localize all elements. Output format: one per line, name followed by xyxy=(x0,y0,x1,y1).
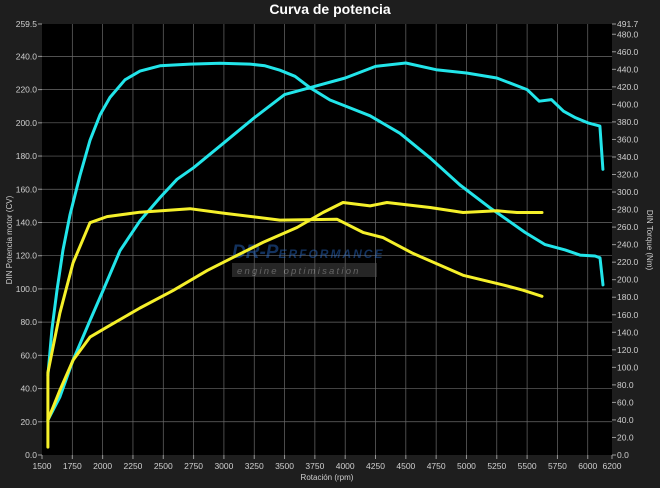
y-tick-label: 180.0 xyxy=(16,151,38,161)
y-tick-label: 100.0 xyxy=(16,284,38,294)
y-tick-label: 60.0 xyxy=(20,350,37,360)
y2-tick-label: 100.0 xyxy=(617,362,639,372)
y2-tick-label: 200.0 xyxy=(617,275,639,285)
y2-axis-label: DIN Torque (Nm) xyxy=(645,210,654,271)
x-tick-label: 4000 xyxy=(336,461,355,471)
y-tick-label: 200.0 xyxy=(16,118,38,128)
x-tick-label: 2250 xyxy=(123,461,142,471)
y-tick-label: 40.0 xyxy=(20,384,37,394)
series-line-0 xyxy=(46,61,605,422)
x-tick-label: 5750 xyxy=(548,461,567,471)
x-tick-label: 3750 xyxy=(305,461,324,471)
x-tick-label: 4500 xyxy=(396,461,415,471)
y2-tick-label: 20.0 xyxy=(617,432,634,442)
y2-tick-label: 460.0 xyxy=(617,47,639,57)
y2-tick-label: 320.0 xyxy=(617,170,639,180)
x-tick-label: 5000 xyxy=(457,461,476,471)
y2-tick-label: 140.0 xyxy=(617,327,639,337)
y-axis-label: DIN Potencia motor (CV) xyxy=(5,195,14,284)
y-tick-label: 160.0 xyxy=(16,184,38,194)
x-tick-label: 6000 xyxy=(578,461,597,471)
y2-tick-label: 60.0 xyxy=(617,397,634,407)
y2-tick-label: 360.0 xyxy=(617,134,639,144)
x-tick-label: 4250 xyxy=(366,461,385,471)
x-tick-label: 1500 xyxy=(33,461,52,471)
y2-tick-label: 0.0 xyxy=(617,450,629,460)
y-tick-label: 140.0 xyxy=(16,217,38,227)
y-tick-label: 0.0 xyxy=(25,450,37,460)
plot-area xyxy=(42,24,612,455)
x-tick-label: 3500 xyxy=(275,461,294,471)
series-line-1 xyxy=(46,61,605,377)
watermark-logo: DR-PERFORMANCE engine optimisation xyxy=(232,242,384,277)
y2-tick-label: 380.0 xyxy=(617,117,639,127)
y-tick-label: 80.0 xyxy=(20,317,37,327)
chart-title: Curva de potencia xyxy=(269,1,391,17)
y2-tick-label: 240.0 xyxy=(617,240,639,250)
x-tick-label: 5250 xyxy=(487,461,506,471)
y2-tick-label: 220.0 xyxy=(617,257,639,267)
y2-tick-label: 300.0 xyxy=(617,187,639,197)
svg-text:engine optimisation: engine optimisation xyxy=(237,266,361,277)
series-line-2 xyxy=(46,201,544,422)
y-tick-label: 240.0 xyxy=(16,51,38,61)
x-tick-label: 3000 xyxy=(214,461,233,471)
x-axis-label: Rotación (rpm) xyxy=(301,473,354,482)
y2-tick-label: 440.0 xyxy=(617,64,639,74)
x-tick-label: 2750 xyxy=(184,461,203,471)
y2-tick-label: 160.0 xyxy=(617,310,639,320)
y-tick-label: 120.0 xyxy=(16,251,38,261)
y-tick-label: 20.0 xyxy=(20,417,37,427)
y2-tick-label: 340.0 xyxy=(617,152,639,162)
series-line-3 xyxy=(46,207,544,449)
x-tick-label: 4750 xyxy=(427,461,446,471)
x-tick-label: 1750 xyxy=(63,461,82,471)
y2-tick-label: 260.0 xyxy=(617,222,639,232)
x-tick-label: 3250 xyxy=(245,461,264,471)
x-tick-label: 2500 xyxy=(154,461,173,471)
y2-tick-label: 400.0 xyxy=(617,99,639,109)
y2-tick-label: 491.7 xyxy=(617,19,639,29)
y-tick-label: 220.0 xyxy=(16,85,38,95)
x-tick-label: 2000 xyxy=(93,461,112,471)
y2-tick-label: 120.0 xyxy=(617,345,639,355)
axes: 1500 1750 2000 2250 2500 2750 3000 3250 3500 3750… xyxy=(16,19,639,471)
x-tick-label: 6200 xyxy=(603,461,622,471)
y2-tick-label: 180.0 xyxy=(617,292,639,302)
y-tick-label: 259.5 xyxy=(16,19,38,29)
y2-tick-label: 280.0 xyxy=(617,205,639,215)
y2-tick-label: 480.0 xyxy=(617,29,639,39)
y2-tick-label: 40.0 xyxy=(617,415,634,425)
svg-text:DR-PERFORMANCE: DR-PERFORMANCE xyxy=(232,242,384,263)
y2-tick-label: 420.0 xyxy=(617,82,639,92)
y2-tick-label: 80.0 xyxy=(617,380,634,390)
series-lines xyxy=(46,61,605,449)
x-tick-label: 5500 xyxy=(518,461,537,471)
